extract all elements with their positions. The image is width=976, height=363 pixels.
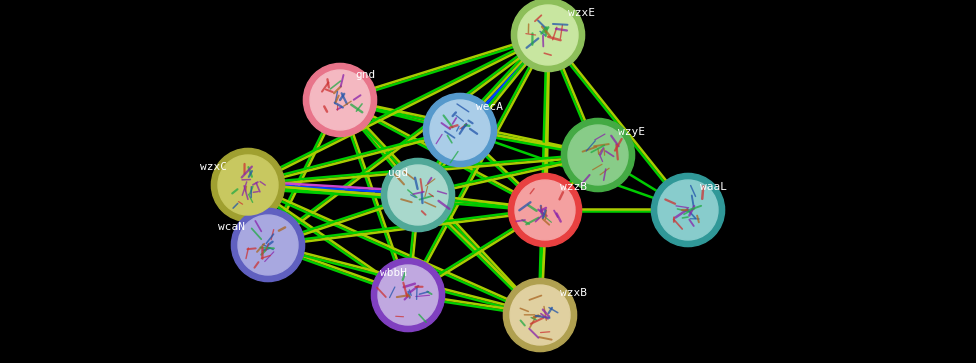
Circle shape [568,125,628,185]
Circle shape [231,208,305,282]
Text: wzxC: wzxC [200,162,227,172]
Circle shape [382,158,455,232]
Circle shape [218,155,278,215]
Text: waaL: waaL [700,182,727,192]
Circle shape [310,70,370,130]
Text: ugd: ugd [388,168,408,178]
Circle shape [504,278,577,352]
Text: wzxE: wzxE [568,8,595,18]
Circle shape [378,265,438,325]
Text: wecA: wecA [476,102,503,112]
Text: wzyE: wzyE [618,127,645,137]
Text: wbbH: wbbH [380,268,407,278]
Text: gnd: gnd [355,70,375,80]
Circle shape [518,5,578,65]
Circle shape [388,165,448,225]
Circle shape [658,180,718,240]
Circle shape [561,118,634,192]
Circle shape [651,174,724,246]
Text: wzzB: wzzB [560,182,587,192]
Circle shape [424,93,497,167]
Circle shape [372,258,445,331]
Circle shape [430,100,490,160]
Circle shape [515,180,575,240]
Circle shape [511,0,585,72]
Circle shape [510,285,570,345]
Circle shape [212,148,285,221]
Circle shape [508,174,582,246]
Text: wzxB: wzxB [560,288,587,298]
Circle shape [304,64,377,136]
Text: wcaN: wcaN [218,222,245,232]
Circle shape [238,215,298,275]
